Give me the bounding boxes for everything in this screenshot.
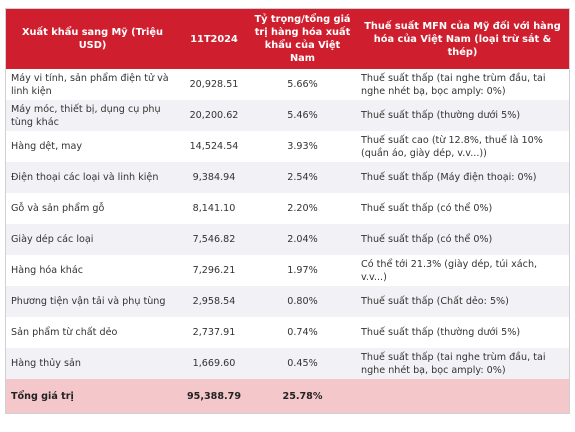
cell: Điện thoại các loại và linh kiện	[6, 162, 179, 193]
cell: Thuế suất thấp (có thể 0%)	[356, 224, 569, 255]
cell: 20,200.62	[179, 100, 249, 131]
cell: Thuế suất thấp (Chất dẻo: 5%)	[356, 286, 569, 317]
table-row: Điện thoại các loại và linh kiện 9,384.94…	[6, 162, 569, 193]
total-row: Tổng giá trị 95,388.79 25.78%	[6, 379, 569, 413]
total-cell: Tổng giá trị	[6, 379, 179, 413]
cell: 5.46%	[249, 100, 356, 131]
table-row: Máy vi tính, sản phẩm điện tử và linh ki…	[6, 69, 569, 100]
table-row: Máy móc, thiết bị, dụng cụ phụ tùng khác…	[6, 100, 569, 131]
cell: Thuế suất cao (từ 12.8%, thuế là 10% (qu…	[356, 131, 569, 162]
cell: Thuế suất thấp (thường dưới 5%)	[356, 100, 569, 131]
table-row: Giày dép các loại 7,546.82 2.04% Thuế suất …	[6, 224, 569, 255]
cell: 7,546.82	[179, 224, 249, 255]
cell: 0.80%	[249, 286, 356, 317]
table-row: Gỗ và sản phẩm gỗ 8,141.10 2.20% Thuế suất …	[6, 193, 569, 224]
total-empty-cell	[356, 379, 569, 413]
cell: 1.97%	[249, 255, 356, 286]
cell: Thuế suất thấp (Máy điện thoại: 0%)	[356, 162, 569, 193]
cell: 3.93%	[249, 131, 356, 162]
header-cell: Tỷ trọng/tổng giá trị hàng hóa xuất khẩu…	[249, 9, 356, 69]
cell: 2,958.54	[179, 286, 249, 317]
cell: Có thể tới 21.3% (giày dép, túi xách, v.…	[356, 255, 569, 286]
table-row: Sản phẩm từ chất dẻo 2,737.91 0.74% Thuế su…	[6, 317, 569, 348]
cell: Gỗ và sản phẩm gỗ	[6, 193, 179, 224]
cell: 0.45%	[249, 348, 356, 379]
cell: 0.74%	[249, 317, 356, 348]
table-row: Phương tiện vận tải và phụ tùng 2,958.54 0…	[6, 286, 569, 317]
cell: 1,669.60	[179, 348, 249, 379]
cell: Hàng thủy sản	[6, 348, 179, 379]
header-cell: Thuế suất MFN của Mỹ đối với hàng hóa củ…	[356, 9, 569, 69]
cell: Hàng hóa khác	[6, 255, 179, 286]
cell: 2.20%	[249, 193, 356, 224]
cell: 20,928.51	[179, 69, 249, 100]
cell: Thuế suất thấp (tai nghe trùm đầu, tai n…	[356, 348, 569, 379]
cell: 14,524.54	[179, 131, 249, 162]
cell: Thuế suất thấp (có thể 0%)	[356, 193, 569, 224]
cell: Thuế suất thấp (tai nghe trùm đầu, tai n…	[356, 69, 569, 100]
cell: Máy móc, thiết bị, dụng cụ phụ tùng khác	[6, 100, 179, 131]
cell: 2.54%	[249, 162, 356, 193]
table-row: Hàng thủy sản 1,669.60 0.45% Thuế suất thấp…	[6, 348, 569, 379]
table-row: Hàng hóa khác 7,296.21 1.97% Có thể tới 21.…	[6, 255, 569, 286]
table-frame: Xuất khẩu sang Mỹ (Triệu USD) 11T2024 Tỷ t…	[5, 8, 570, 414]
cell: 2,737.91	[179, 317, 249, 348]
export-table: Xuất khẩu sang Mỹ (Triệu USD) 11T2024 Tỷ t…	[6, 9, 569, 413]
header-cell: Xuất khẩu sang Mỹ (Triệu USD)	[6, 9, 179, 69]
header-cell: 11T2024	[179, 9, 249, 69]
total-cell: 95,388.79	[179, 379, 249, 413]
cell: Sản phẩm từ chất dẻo	[6, 317, 179, 348]
cell: Phương tiện vận tải và phụ tùng	[6, 286, 179, 317]
header-row: Xuất khẩu sang Mỹ (Triệu USD) 11T2024 Tỷ t…	[6, 9, 569, 69]
table-row: Hàng dệt, may 14,524.54 3.93% Thuế suất cao…	[6, 131, 569, 162]
cell: Hàng dệt, may	[6, 131, 179, 162]
cell: Thuế suất thấp (thường dưới 5%)	[356, 317, 569, 348]
cell: 5.66%	[249, 69, 356, 100]
cell: 2.04%	[249, 224, 356, 255]
total-cell: 25.78%	[249, 379, 356, 413]
cell: 7,296.21	[179, 255, 249, 286]
cell: 8,141.10	[179, 193, 249, 224]
cell: Giày dép các loại	[6, 224, 179, 255]
cell: Máy vi tính, sản phẩm điện tử và linh ki…	[6, 69, 179, 100]
table-body: Máy vi tính, sản phẩm điện tử và linh ki…	[6, 69, 569, 413]
cell: 9,384.94	[179, 162, 249, 193]
